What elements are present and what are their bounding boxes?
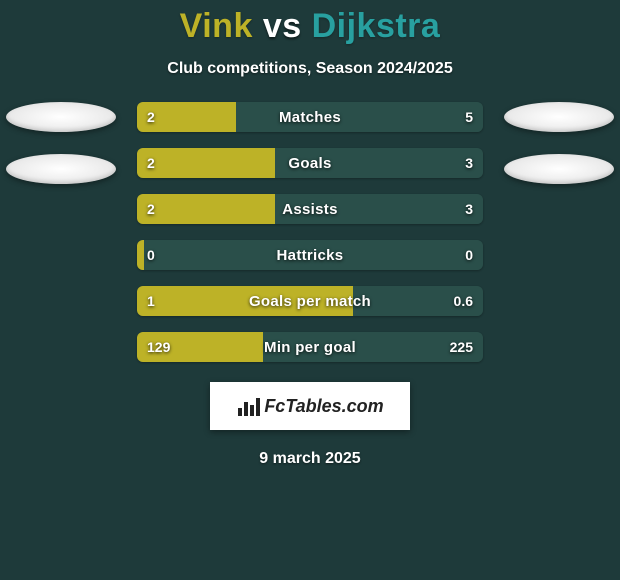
subtitle: Club competitions, Season 2024/2025 <box>0 60 620 78</box>
stat-label: Min per goal <box>137 332 483 362</box>
vs-label: vs <box>263 7 302 45</box>
fctables-logo-link[interactable]: FcTables.com <box>210 382 410 430</box>
page-title: Vink vs Dijkstra <box>0 7 620 46</box>
stat-label: Matches <box>137 102 483 132</box>
chart-area: 25Matches 23Goals 23Assists 00Hattricks 10.6… <box>0 102 620 362</box>
stat-bar: 129225Min per goal <box>137 332 483 362</box>
avatar-left-0 <box>6 102 116 132</box>
bar-chart-icon <box>236 394 260 418</box>
stat-bar: 00Hattricks <box>137 240 483 270</box>
player1-name: Vink <box>180 7 253 45</box>
avatar-right-0 <box>504 102 614 132</box>
stat-bar: 23Assists <box>137 194 483 224</box>
avatar-right-1 <box>504 154 614 184</box>
logo-text: FcTables.com <box>264 396 383 417</box>
stat-label: Goals <box>137 148 483 178</box>
stat-bar: 25Matches <box>137 102 483 132</box>
stat-bar: 23Goals <box>137 148 483 178</box>
stat-label: Assists <box>137 194 483 224</box>
date-label: 9 march 2025 <box>0 450 620 468</box>
stat-bar: 10.6Goals per match <box>137 286 483 316</box>
stat-label: Hattricks <box>137 240 483 270</box>
player2-name: Dijkstra <box>312 7 441 45</box>
comparison-infographic: Vink vs Dijkstra Club competitions, Seas… <box>0 0 620 580</box>
stat-bars: 25Matches 23Goals 23Assists 00Hattricks 10.6… <box>137 102 483 362</box>
stat-label: Goals per match <box>137 286 483 316</box>
avatar-left-1 <box>6 154 116 184</box>
